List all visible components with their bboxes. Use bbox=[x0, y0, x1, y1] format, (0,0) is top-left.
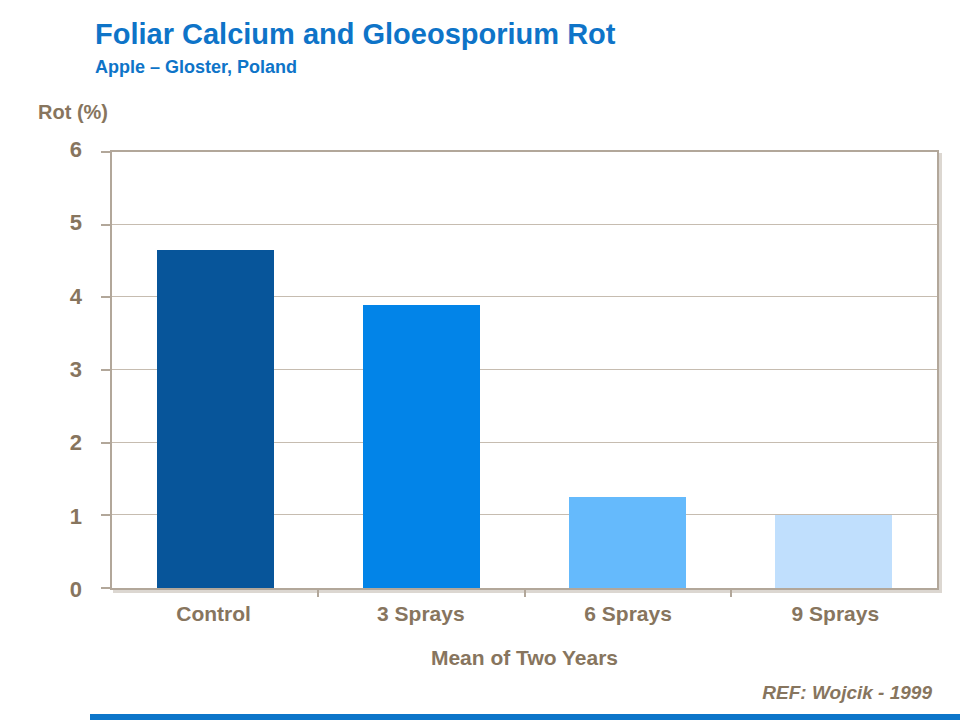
x-tick-label-6-sprays: 6 Sprays bbox=[525, 602, 732, 632]
y-tick-label-4: 4 bbox=[70, 286, 82, 308]
bar-6-sprays bbox=[569, 497, 686, 588]
bar-3-sprays bbox=[363, 305, 480, 588]
x-tick-mark-1 bbox=[317, 588, 319, 597]
y-tick-label-3: 3 bbox=[70, 359, 82, 381]
y-axis-tick-labels: 0123456 bbox=[0, 150, 96, 590]
y-tick-mark-6 bbox=[101, 151, 112, 153]
y-tick-mark-1 bbox=[101, 514, 112, 516]
bar-control bbox=[157, 250, 274, 588]
reference-note: REF: Wojcik - 1999 bbox=[762, 682, 932, 704]
y-tick-label-5: 5 bbox=[70, 212, 82, 234]
y-tick-label-6: 6 bbox=[70, 139, 82, 161]
x-tick-label-9-sprays: 9 Sprays bbox=[732, 602, 939, 632]
chart-title: Foliar Calcium and Gloeosporium Rot bbox=[95, 18, 615, 51]
gridline-y-5 bbox=[112, 224, 937, 225]
x-tick-label-control: Control bbox=[110, 602, 317, 632]
x-tick-mark-2 bbox=[524, 588, 526, 597]
y-tick-mark-4 bbox=[101, 296, 112, 298]
y-tick-label-1: 1 bbox=[70, 506, 82, 528]
x-axis-title: Mean of Two Years bbox=[110, 646, 939, 670]
y-tick-mark-5 bbox=[101, 224, 112, 226]
x-tick-label-3-sprays: 3 Sprays bbox=[317, 602, 524, 632]
y-tick-mark-3 bbox=[101, 369, 112, 371]
plot-area bbox=[110, 150, 939, 590]
x-tick-mark-3 bbox=[730, 588, 732, 597]
slide: Foliar Calcium and Gloeosporium Rot Appl… bbox=[0, 0, 960, 720]
y-tick-mark-0 bbox=[101, 587, 112, 589]
y-tick-label-2: 2 bbox=[70, 432, 82, 454]
y-axis-title: Rot (%) bbox=[38, 101, 108, 124]
x-axis-tick-labels: Control3 Sprays6 Sprays9 Sprays bbox=[110, 602, 939, 632]
y-tick-mark-2 bbox=[101, 442, 112, 444]
bar-9-sprays bbox=[775, 515, 892, 588]
chart-subtitle: Apple – Gloster, Poland bbox=[95, 57, 297, 78]
y-tick-label-0: 0 bbox=[70, 579, 82, 601]
footer-accent-bar bbox=[90, 714, 960, 720]
